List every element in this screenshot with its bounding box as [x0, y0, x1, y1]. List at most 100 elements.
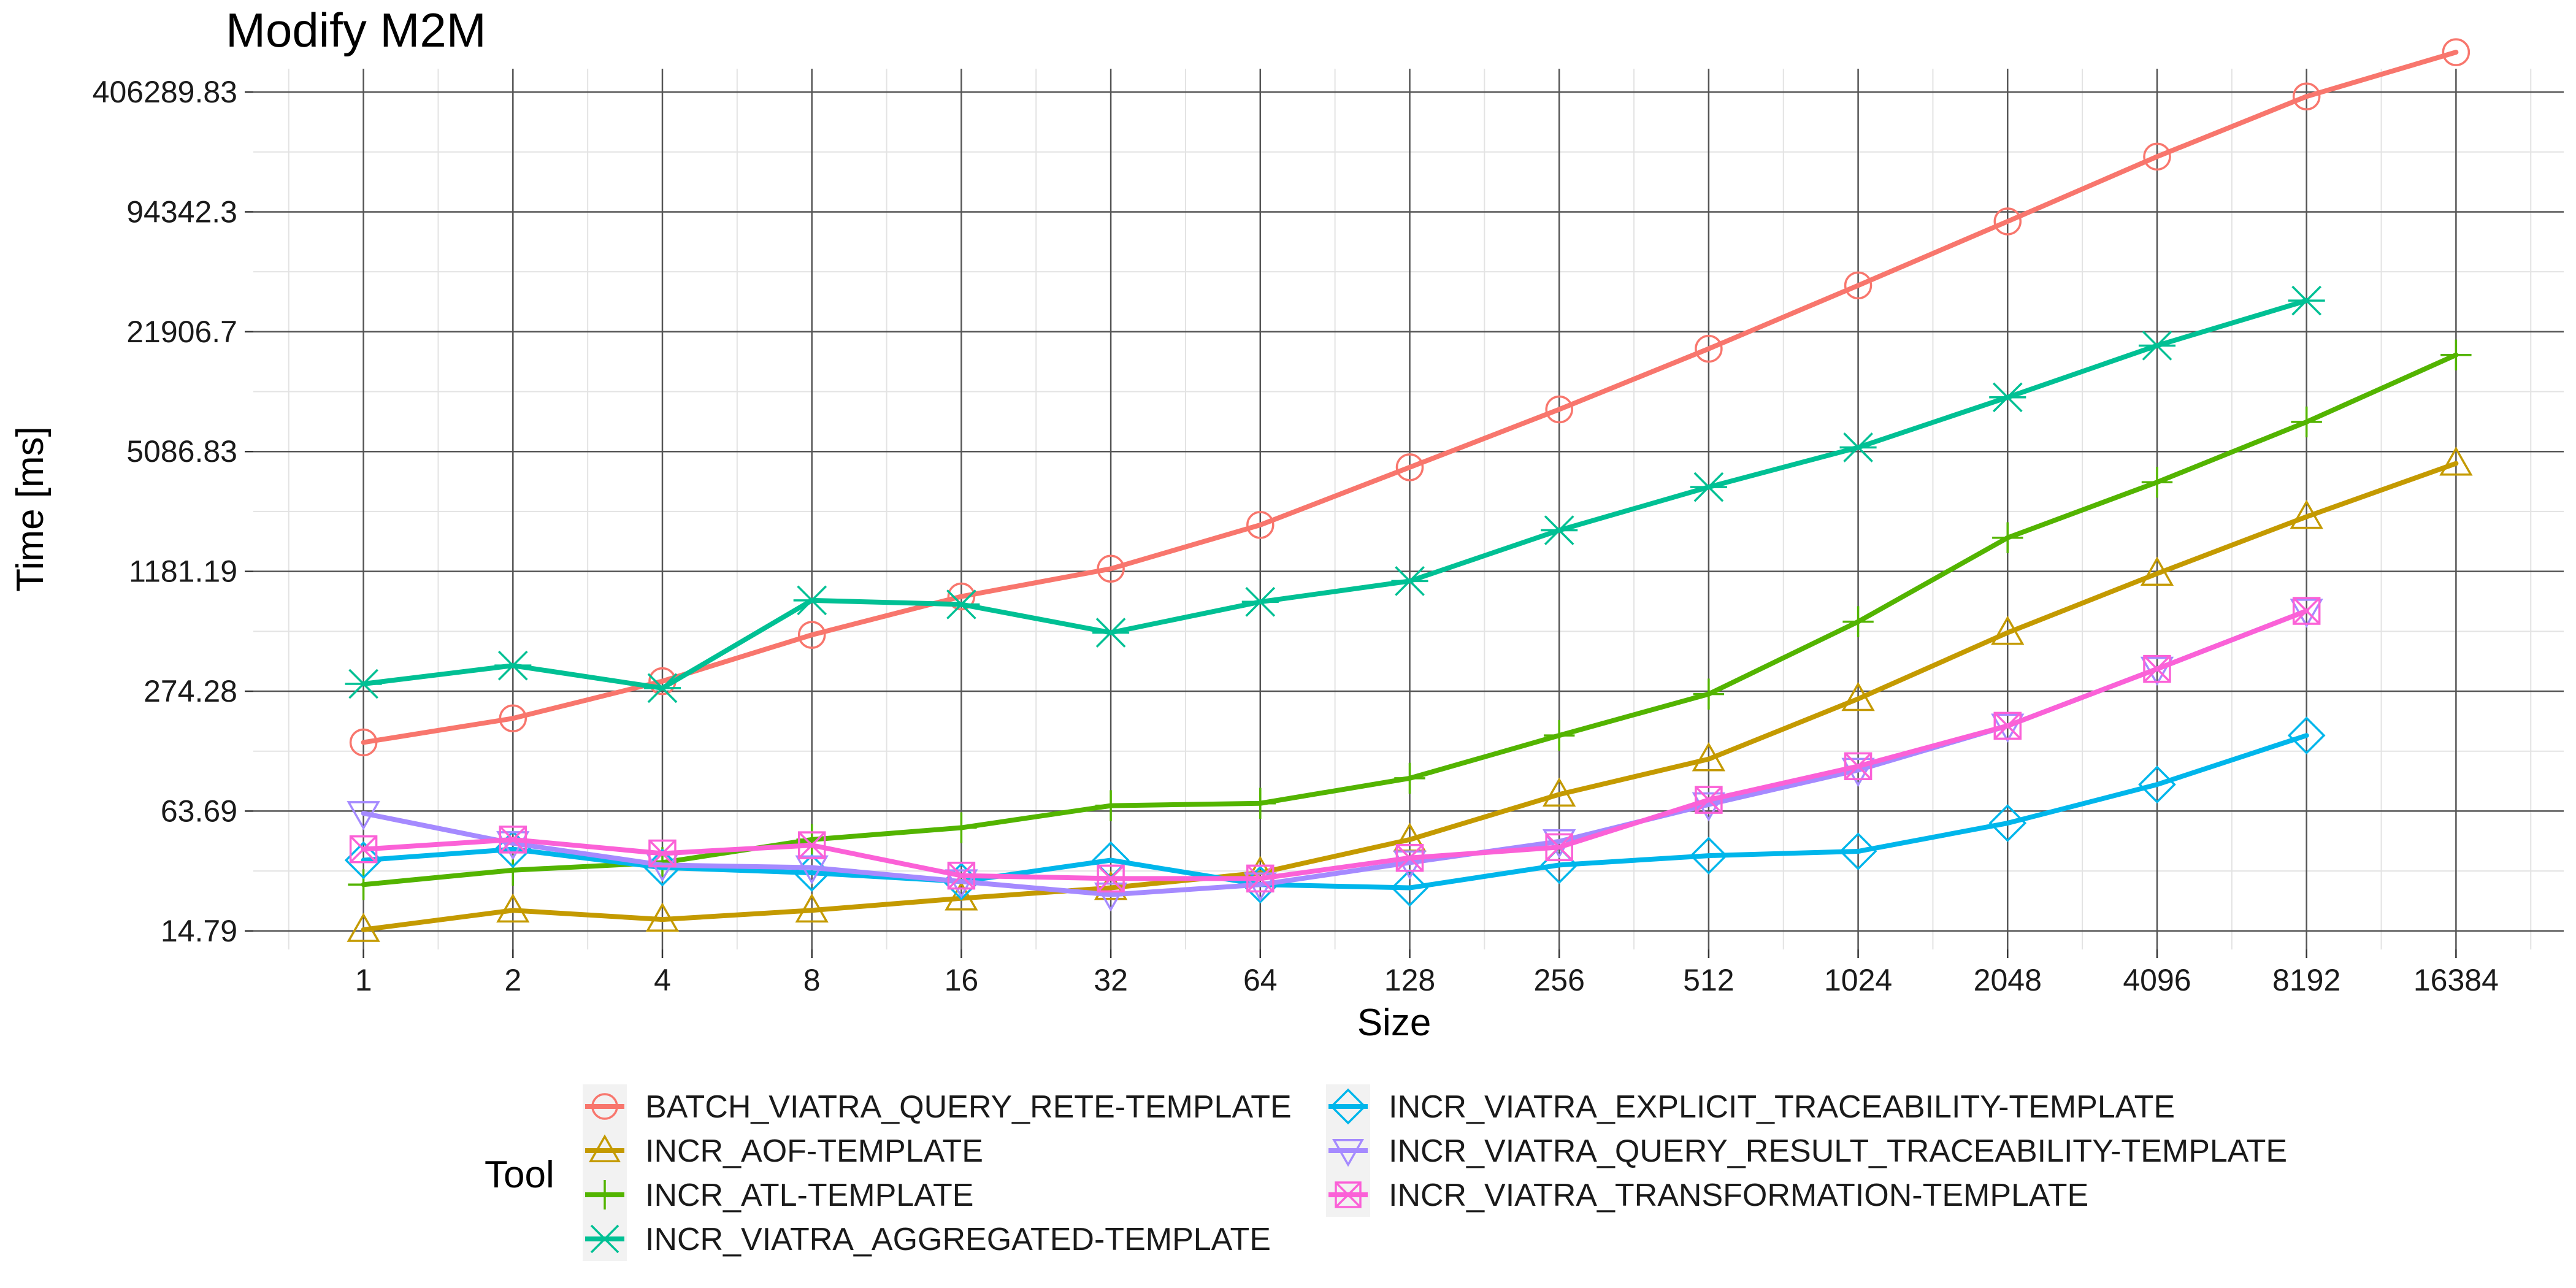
legend-item: INCR_VIATRA_AGGREGATED-TEMPLATE	[583, 1217, 1271, 1261]
legend-item: INCR_VIATRA_TRANSFORMATION-TEMPLATE	[1326, 1173, 2088, 1217]
marker-asterisk	[1690, 472, 1727, 502]
marker-asterisk	[1541, 515, 1578, 545]
series-2	[348, 339, 2472, 900]
marker-circle	[797, 621, 826, 649]
x-tick-label: 8192	[2272, 963, 2340, 997]
marker-circle	[499, 704, 527, 733]
marker-triangle	[496, 893, 530, 923]
marker-asterisk	[2288, 285, 2325, 316]
marker-box	[797, 831, 826, 859]
marker-box	[648, 839, 677, 868]
x-axis: 1 2 4 8 16 32 64 128 256 512 1024 2048 4096 8192 16384	[355, 949, 2499, 997]
marker-box-x	[499, 826, 527, 854]
marker-box	[1545, 833, 1573, 862]
x-tick-label: 32	[1094, 963, 1128, 997]
x-tick-label: 64	[1243, 963, 1278, 997]
series-line	[361, 461, 2459, 932]
marker-circle	[2143, 142, 2171, 171]
marker-plus	[1244, 788, 1276, 819]
legend-item: INCR_VIATRA_QUERY_RESULT_TRACEABILITY-TE…	[1326, 1129, 2287, 1173]
marker-triangle	[588, 1134, 621, 1162]
marker-box	[1844, 752, 1873, 781]
marker-asterisk	[793, 585, 830, 616]
chart-title: Modify M2M	[226, 3, 486, 57]
marker-triangle	[347, 913, 380, 942]
marker-plus	[1842, 606, 1874, 637]
series-line	[361, 733, 2309, 891]
legend: Tool BATCH_VIATRA_QUERY_RETE-TEMPLATE INC…	[485, 1084, 2287, 1261]
marker-circle	[2292, 82, 2321, 111]
marker-plus	[590, 1180, 619, 1209]
marker-triangle	[795, 893, 829, 923]
marker-plus	[1095, 790, 1127, 821]
legend-title: Tool	[485, 1154, 554, 1196]
marker-box-x	[2143, 655, 2171, 683]
marker-asterisk	[2138, 331, 2176, 361]
marker-box-x	[1097, 865, 1125, 892]
x-tick-label: 4	[654, 963, 671, 997]
marker-box	[2143, 654, 2171, 683]
marker-asterisk	[1092, 618, 1130, 648]
marker-box-x	[350, 835, 377, 863]
y-tick-label: 1181.19	[129, 554, 237, 589]
y-tick-label: 94342.3	[126, 194, 237, 229]
marker-asterisk	[1989, 382, 2026, 413]
x-tick-label: 8	[803, 963, 821, 997]
marker-plus	[796, 824, 827, 856]
marker-plus	[2291, 406, 2322, 438]
marker-triangle	[2140, 556, 2174, 586]
marker-asterisk	[494, 650, 532, 681]
series-line	[361, 50, 2459, 745]
x-tick-label: 2048	[1974, 963, 2042, 997]
series-4	[344, 716, 2326, 907]
legend-item: INCR_ATL-TEMPLATE	[583, 1173, 974, 1217]
x-tick-label: 2	[504, 963, 521, 997]
marker-box-x	[1695, 786, 1723, 814]
marker-box-x	[1396, 844, 1424, 872]
marker-triangle	[1841, 681, 1875, 711]
marker-box-x	[1545, 834, 1573, 861]
marker-box	[1246, 864, 1275, 893]
marker-diamond	[1988, 804, 2027, 842]
marker-asterisk	[1241, 586, 1279, 617]
series-0	[349, 38, 2471, 757]
marker-circle	[1695, 334, 1723, 363]
marker-box-x	[1994, 712, 2022, 740]
marker-triangle-down	[1841, 757, 1875, 788]
series-line	[361, 608, 2309, 881]
marker-asterisk	[1391, 566, 1428, 596]
legend-label: INCR_VIATRA_EXPLICIT_TRACEABILITY-TEMPLA…	[1389, 1089, 2175, 1125]
series-3	[345, 285, 2325, 703]
legend-label: INCR_AOF-TEMPLATE	[645, 1133, 983, 1169]
marker-diamond	[2138, 765, 2176, 803]
legend-label: BATCH_VIATRA_QUERY_RETE-TEMPLATE	[645, 1089, 1292, 1125]
marker-plus	[1693, 678, 1725, 710]
marker-triangle-down	[795, 855, 829, 885]
x-axis-title: Size	[1357, 1002, 1432, 1044]
marker-triangle	[1692, 742, 1726, 772]
marker-triangle-down	[1332, 1139, 1365, 1167]
x-tick-label: 1024	[1824, 963, 1892, 997]
marker-circle	[591, 1093, 618, 1120]
series-layer	[344, 38, 2473, 942]
x-tick-label: 128	[1384, 963, 1435, 997]
marker-circle	[1097, 554, 1125, 583]
y-tick-label: 63.69	[161, 794, 237, 828]
marker-circle	[1545, 395, 1573, 424]
marker-box-x	[1246, 865, 1275, 892]
marker-circle	[1395, 453, 1424, 481]
marker-triangle	[645, 902, 680, 932]
marker-asterisk	[643, 673, 681, 703]
marker-box	[1335, 1181, 1362, 1208]
marker-circle	[1246, 511, 1275, 539]
marker-asterisk	[345, 669, 382, 699]
legend-item: BATCH_VIATRA_QUERY_RETE-TEMPLATE	[583, 1084, 1292, 1129]
marker-triangle-down	[1094, 882, 1128, 912]
marker-triangle-down	[496, 831, 530, 861]
y-tick-label: 5086.83	[126, 434, 237, 469]
plot-panel	[253, 69, 2564, 949]
legend-label: INCR_VIATRA_QUERY_RESULT_TRACEABILITY-TE…	[1389, 1133, 2287, 1169]
marker-circle	[2442, 38, 2471, 66]
marker-box	[1097, 864, 1125, 893]
marker-box	[1395, 843, 1424, 872]
